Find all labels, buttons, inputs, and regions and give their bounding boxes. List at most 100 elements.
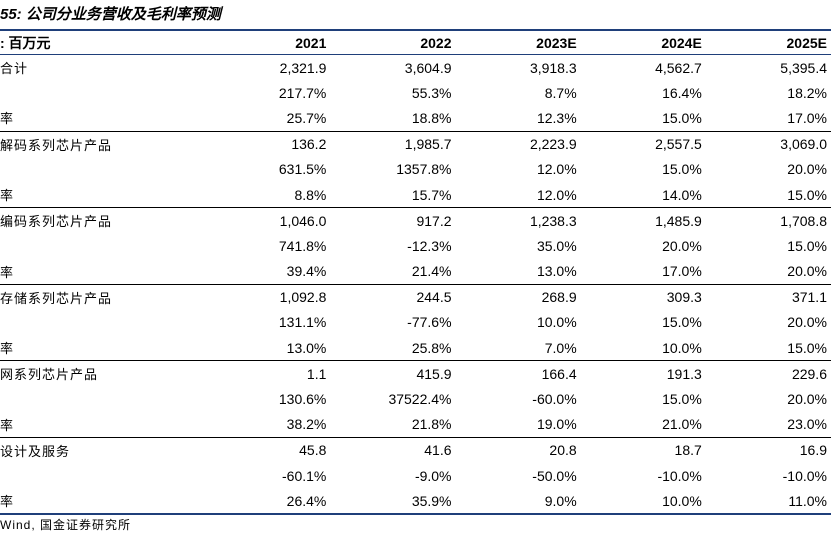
table-cell: 741.8%	[278, 237, 327, 254]
table-cell: 8.8%	[205, 181, 331, 209]
table-cell: 229.6	[791, 365, 827, 382]
table-cell: 55.3%	[411, 84, 452, 101]
table-cell: 20.0%	[705, 258, 831, 285]
table-cell: 11.0%	[705, 488, 831, 516]
row-label: 存储系列芯片产品	[0, 290, 113, 306]
table-cell: 21.4%	[330, 258, 456, 285]
table-cell: 371.1	[791, 289, 827, 306]
table-cell: 15.0%	[580, 105, 706, 132]
top-rule	[0, 29, 831, 31]
table-cell: 41.6	[424, 442, 452, 459]
table-cell: 12.3%	[455, 105, 581, 132]
table-row: 741.8% -12.3% 35.0% 20.0% 15.0%	[0, 233, 831, 258]
table-cell: 18.7	[674, 442, 702, 459]
table-cell: 20.0%	[662, 237, 702, 254]
row-label: 率	[0, 411, 206, 438]
table-cell: 3,069.0	[780, 136, 827, 153]
table-cell: 12.0%	[536, 161, 577, 178]
table-cell: 15.0%	[662, 314, 702, 331]
table-cell: 21.0%	[580, 411, 706, 438]
table-cell: 2,223.9	[529, 136, 577, 153]
row-label: 率	[0, 335, 206, 362]
table-cell: -50.0%	[532, 467, 577, 484]
table-row: 存储系列芯片产品 1,092.8 244.5 268.9 309.3 371.1	[0, 284, 831, 310]
table-cell: 17.0%	[705, 105, 831, 132]
table-row: -60.1% -9.0% -50.0% -10.0% -10.0%	[0, 463, 831, 488]
header-row: : 百万元 2021 2022 2023E 2024E 2025E	[0, 31, 831, 55]
table-row: 设计及服务 45.8 41.6 20.8 18.7 16.9	[0, 437, 831, 463]
table-cell: 217.7%	[278, 84, 327, 101]
row-label	[0, 233, 205, 258]
row-label: 率	[0, 488, 206, 516]
table-row: 131.1% -77.6% 10.0% 15.0% 20.0%	[0, 310, 831, 335]
table-cell: 39.4%	[205, 258, 331, 285]
table-cell: 14.0%	[580, 181, 706, 209]
table-cell: 15.0%	[787, 237, 827, 254]
table-cell: 166.4	[541, 365, 577, 382]
table-cell: 10.0%	[580, 335, 706, 362]
row-label: 网系列芯片产品	[0, 367, 99, 383]
table-cell: 3,604.9	[404, 59, 452, 76]
table-cell: -10.0%	[782, 467, 827, 484]
table-cell: 23.0%	[705, 411, 831, 438]
table-cell: -12.3%	[407, 237, 452, 254]
table-row: 631.5% 1357.8% 12.0% 15.0% 20.0%	[0, 157, 831, 182]
row-label: 设计及服务	[0, 443, 71, 459]
table-cell: 2,557.5	[655, 136, 702, 153]
table-cell: 20.8	[549, 442, 577, 459]
table-cell: 1.1	[306, 365, 327, 382]
table-cell: 136.2	[291, 136, 327, 153]
table-cell: 15.0%	[662, 161, 702, 178]
table-cell: -10.0%	[657, 467, 702, 484]
table-cell: 18.8%	[330, 105, 456, 132]
table-cell: 3,918.3	[529, 59, 577, 76]
table-row: 率 13.0% 25.8% 7.0% 10.0% 15.0%	[0, 335, 831, 362]
table-cell: 131.1%	[278, 314, 327, 331]
table-cell: 13.0%	[205, 335, 331, 362]
row-label: 率	[0, 181, 206, 209]
table-cell: 12.0%	[455, 181, 581, 209]
table-row: 网系列芯片产品 1.1 415.9 166.4 191.3 229.6	[0, 361, 831, 387]
table-cell: 1357.8%	[396, 161, 452, 178]
table-cell: 1,485.9	[655, 212, 702, 229]
table-cell: 26.4%	[205, 488, 331, 516]
table-cell: 268.9	[541, 289, 577, 306]
table-cell: 20.0%	[787, 314, 827, 331]
header-unit: : 百万元	[0, 34, 51, 51]
table-cell: 2,321.9	[279, 59, 327, 76]
table-cell: 25.7%	[205, 105, 331, 132]
table-cell: 25.8%	[330, 335, 456, 362]
table-cell: 45.8	[299, 442, 327, 459]
table-cell: 38.2%	[205, 411, 331, 438]
table-cell: 17.0%	[580, 258, 706, 285]
table-cell: 1,046.0	[279, 212, 327, 229]
row-label	[0, 80, 205, 105]
table-row: 合计 2,321.9 3,604.9 3,918.3 4,562.7 5,395.4	[0, 55, 831, 81]
row-label: 解码系列芯片产品	[0, 137, 113, 153]
source-note: Wind, 国金证券研究所	[0, 518, 132, 532]
table-row: 解码系列芯片产品 136.2 1,985.7 2,223.9 2,557.5 3,069.…	[0, 131, 831, 157]
table-cell: 20.0%	[787, 161, 827, 178]
row-label: 合计	[0, 61, 29, 77]
table-cell: 15.0%	[662, 391, 702, 408]
table-cell: 37522.4%	[388, 391, 452, 408]
table-cell: 4,562.7	[655, 59, 702, 76]
table-cell: 15.0%	[705, 335, 831, 362]
table-cell: 10.0%	[580, 488, 706, 516]
table-row: 率 25.7% 18.8% 12.3% 15.0% 17.0%	[0, 105, 831, 132]
table-cell: 35.0%	[536, 237, 577, 254]
table-cell: -9.0%	[414, 467, 452, 484]
table-cell: 9.0%	[455, 488, 581, 516]
table-row: 率 8.8% 15.7% 12.0% 14.0% 15.0%	[0, 181, 831, 209]
table-cell: 1,238.3	[529, 212, 577, 229]
row-label: 率	[0, 105, 206, 132]
table-cell: 1,092.8	[279, 289, 327, 306]
table-row: 130.6% 37522.4% -60.0% 15.0% 20.0%	[0, 386, 831, 411]
table-cell: -60.1%	[282, 467, 327, 484]
row-label	[0, 386, 205, 411]
row-label	[0, 310, 205, 335]
table-row: 率 26.4% 35.9% 9.0% 10.0% 11.0%	[0, 488, 831, 516]
table-cell: 309.3	[666, 289, 702, 306]
table-cell: 19.0%	[455, 411, 581, 438]
table-cell: 415.9	[416, 365, 452, 382]
